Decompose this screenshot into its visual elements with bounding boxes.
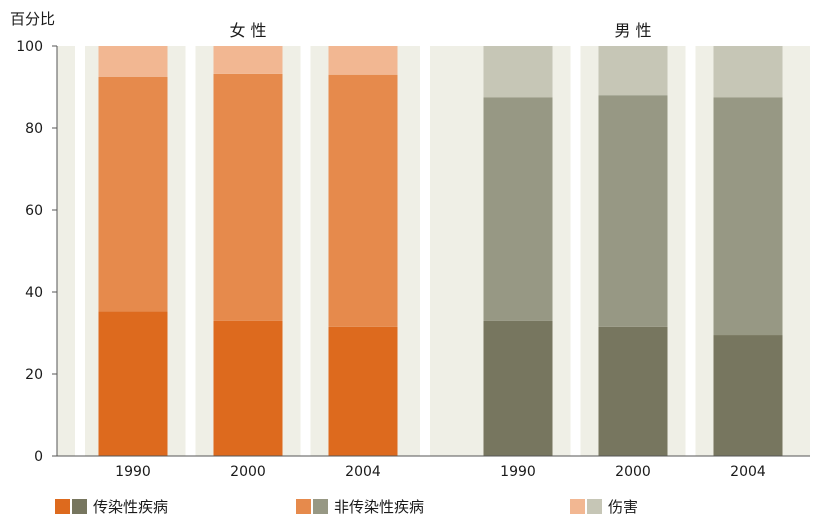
bar-segment: [98, 311, 168, 456]
x-tick-label: 1990: [115, 464, 151, 480]
bar-segment: [483, 320, 553, 456]
group-title: 女 性: [229, 21, 266, 40]
bar-segment: [213, 320, 283, 456]
bar-segment: [328, 326, 398, 456]
bar-segment: [98, 46, 168, 77]
bar-segment: [328, 74, 398, 327]
stacked-bar-chart: 1990 2000 2004 女 性 1990 2000 2004 男 性 0 20 40 60 80 1…: [10, 10, 810, 480]
grid-band: [185, 46, 196, 456]
grid-band: [570, 46, 581, 456]
legend-swatch-male-communicable: [72, 499, 87, 514]
y-axis-label: 百分比: [10, 10, 55, 28]
legend-swatch-male-injury: [587, 499, 602, 514]
bar-segment: [483, 46, 553, 98]
legend-item-noncommunicable: 非传染性疾病: [296, 496, 424, 517]
bar-segment: [713, 46, 783, 98]
y-tick-label: 20: [25, 367, 43, 383]
x-tick-label: 2004: [730, 464, 766, 480]
legend-label-injury: 伤害: [608, 498, 639, 516]
bar-segment: [213, 46, 283, 74]
y-tick-label: 40: [25, 285, 43, 301]
y-tick-label: 0: [34, 449, 43, 465]
x-tick-label: 2000: [615, 464, 651, 480]
legend-label-noncommunicable: 非传染性疾病: [334, 498, 425, 516]
x-tick-label: 1990: [500, 464, 536, 480]
legend: 传染性疾病 非传染性疾病 伤害: [0, 484, 830, 517]
legend-swatch-male-noncommunicable: [313, 499, 328, 514]
bar-segment: [328, 46, 398, 75]
bar-segment: [598, 95, 668, 327]
grid-band: [420, 46, 430, 456]
legend-swatch-female-communicable: [55, 499, 70, 514]
group-title: 男 性: [614, 21, 651, 40]
bar-segment: [213, 73, 283, 321]
y-tick-label: 80: [25, 121, 43, 137]
bar-segment: [598, 46, 668, 96]
grid-band: [300, 46, 311, 456]
grid-band: [75, 46, 85, 456]
x-tick-label: 2004: [345, 464, 381, 480]
legend-swatch-female-injury: [570, 499, 585, 514]
bar-segment: [713, 335, 783, 456]
grid-band: [685, 46, 696, 456]
legend-swatch-female-noncommunicable: [296, 499, 311, 514]
bar-segment: [598, 326, 668, 456]
bar-segment: [98, 76, 168, 312]
legend-item-injury: 伤害: [570, 496, 638, 517]
bar-segment: [483, 97, 553, 321]
bar-segment: [713, 97, 783, 336]
legend-label-communicable: 传染性疾病: [93, 498, 169, 516]
y-tick-label: 60: [25, 203, 43, 219]
x-tick-label: 2000: [230, 464, 266, 480]
y-tick-label: 100: [16, 39, 43, 55]
legend-item-communicable: 传染性疾病: [55, 496, 168, 517]
plot-background: [57, 46, 810, 456]
